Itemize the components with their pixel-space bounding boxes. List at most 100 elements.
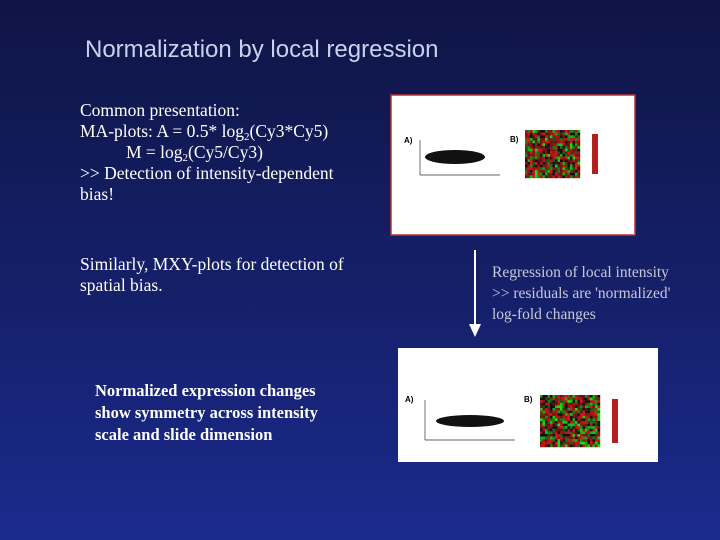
heat-cell — [590, 421, 593, 424]
heat-cell — [552, 426, 556, 429]
heat-cell — [537, 143, 541, 147]
heat-cell — [545, 423, 548, 427]
heat-cell — [545, 146, 548, 149]
text-line: >> residuals are 'normalized' — [492, 285, 671, 302]
heat-cell — [595, 400, 598, 403]
heat-cell — [547, 423, 551, 427]
heat-cell — [562, 164, 566, 168]
heat-cell — [530, 172, 533, 176]
heat-cell — [547, 436, 551, 440]
heat-cell — [542, 172, 546, 176]
heat-cell — [575, 172, 578, 176]
heat-cell — [552, 441, 556, 445]
heat-cell — [590, 405, 593, 409]
heat-cell — [580, 408, 583, 411]
heat-cell — [570, 410, 573, 414]
heat-cell — [592, 426, 596, 429]
heat-cell — [557, 143, 561, 147]
heat-cell — [550, 175, 553, 179]
heat-cell — [552, 170, 556, 173]
heat-cell — [585, 410, 588, 414]
heat-cell — [552, 159, 556, 163]
heat-cell — [590, 426, 593, 429]
heat-cell — [557, 164, 561, 168]
heat-cell — [525, 156, 528, 160]
heat-cell — [567, 402, 571, 406]
heat-cell — [572, 410, 576, 414]
heat-cell — [567, 395, 571, 398]
heat-cell — [587, 395, 591, 398]
heat-cell — [562, 428, 566, 432]
heat-cell — [572, 431, 576, 435]
heat-cell — [570, 397, 573, 401]
heat-cell — [532, 175, 536, 179]
heat-cell — [547, 444, 551, 448]
heat-cell — [527, 172, 531, 176]
heat-cell — [552, 154, 556, 157]
heat-cell — [560, 130, 563, 133]
heat-cell — [562, 439, 566, 442]
heat-cell — [537, 175, 541, 179]
heat-cell — [585, 408, 588, 411]
heat-cell — [532, 167, 536, 171]
heat-cell — [565, 405, 568, 409]
heat-cell — [572, 428, 576, 432]
heat-cell — [565, 402, 568, 406]
heat-cell — [570, 132, 573, 136]
heat-cell — [542, 436, 546, 440]
heat-cell — [560, 421, 563, 424]
heat-cell — [540, 164, 543, 168]
text-line: Normalized expression changes — [95, 381, 316, 400]
heat-cell — [572, 441, 576, 445]
heat-cell — [565, 148, 568, 152]
text-run: bias! — [80, 184, 115, 204]
heat-cell — [572, 167, 576, 171]
text-run: >> Detection of intensity-dependent — [80, 163, 334, 183]
heat-cell — [595, 402, 598, 406]
heat-cell — [552, 162, 556, 165]
heat-cell — [567, 439, 571, 442]
heat-cell — [595, 423, 598, 427]
heat-cell — [545, 175, 548, 179]
text-run: (Cy5/Cy3) — [188, 142, 263, 162]
heat-cell — [582, 415, 586, 419]
heat-cell — [525, 154, 528, 157]
heat-cell — [550, 421, 553, 424]
heat-cell — [537, 130, 541, 133]
heat-cell — [550, 395, 553, 398]
heat-cell — [577, 164, 581, 168]
heat-cell — [585, 413, 588, 416]
heat-cell — [545, 143, 548, 147]
heat-cell — [547, 402, 551, 406]
heat-cell — [545, 395, 548, 398]
heat-cell — [565, 415, 568, 419]
heat-cell — [545, 402, 548, 406]
heat-cell — [545, 405, 548, 409]
heat-cell — [597, 418, 601, 422]
heat-cell — [525, 135, 528, 139]
heat-cell — [552, 405, 556, 409]
heat-cell — [542, 415, 546, 419]
heat-cell — [555, 405, 558, 409]
heat-cell — [557, 151, 561, 155]
heat-cell — [545, 444, 548, 448]
heat-cell — [550, 159, 553, 163]
heat-cell — [562, 154, 566, 157]
heat-cell — [550, 418, 553, 422]
heat-cell — [572, 154, 576, 157]
heat-cell — [555, 170, 558, 173]
heat-cell — [595, 395, 598, 398]
heat-cell — [542, 434, 546, 437]
heat-cell — [565, 423, 568, 427]
heat-cell — [542, 428, 546, 432]
heat-cell — [582, 402, 586, 406]
heat-cell — [575, 159, 578, 163]
heat-cell — [547, 167, 551, 171]
heat-cell — [567, 162, 571, 165]
heat-cell — [585, 431, 588, 435]
heat-cell — [527, 159, 531, 163]
heat-cell — [527, 162, 531, 165]
heat-cell — [537, 154, 541, 157]
heat-cell — [562, 402, 566, 406]
heat-cell — [565, 140, 568, 144]
